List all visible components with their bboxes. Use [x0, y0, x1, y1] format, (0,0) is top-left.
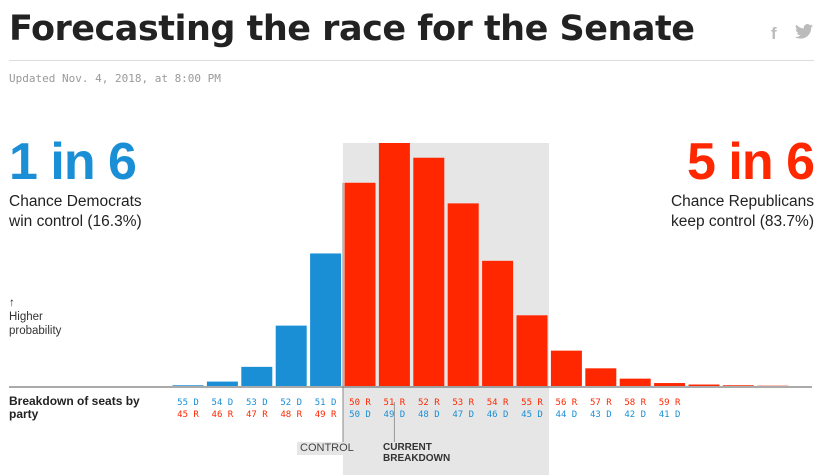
- tick-label-bottom-11: 44 D: [556, 410, 578, 420]
- probability-line1: Higher: [9, 311, 43, 323]
- tick-label-bottom-1: 46 R: [212, 410, 234, 420]
- current-label-line1: CURRENT: [383, 442, 432, 453]
- updated-timestamp: Updated Nov. 4, 2018, at 8:00 PM: [9, 72, 221, 85]
- control-label: CONTROL: [297, 442, 357, 455]
- current-breakdown-label: CURRENT BREAKDOWN: [383, 442, 450, 464]
- tick-label-top-6: 51 R: [384, 398, 406, 408]
- tick-label-bottom-14: 41 D: [659, 410, 681, 420]
- tick-label-top-8: 53 R: [452, 398, 474, 408]
- tick-label-top-1: 54 D: [212, 398, 234, 408]
- bar-50r-50d: [344, 182, 376, 386]
- tick-label-top-11: 56 R: [556, 398, 578, 408]
- breakdown-line1: Breakdown of seats by: [9, 394, 140, 408]
- tick-label-bottom-4: 49 R: [315, 410, 337, 420]
- tick-label-bottom-8: 47 D: [452, 410, 474, 420]
- rep-chance-line2: keep control (83.7%): [670, 213, 814, 230]
- header-divider: [9, 60, 814, 61]
- bar-58r-42d: [619, 378, 651, 386]
- bar-52d-48r: [275, 325, 307, 386]
- bar-54r-46d: [482, 260, 514, 386]
- bar-59r-41d: [654, 383, 686, 386]
- tick-label-top-14: 59 R: [659, 398, 681, 408]
- rep-chance-text: Chance Republicans keep control (83.7%): [671, 192, 814, 232]
- page-title: Forecasting the race for the Senate: [9, 9, 695, 49]
- dem-odds: 1 in 6: [9, 133, 137, 191]
- bar-60r-40d: [688, 384, 720, 386]
- bar-61r-39d: [722, 385, 754, 386]
- bar-51r-49d: [378, 143, 410, 386]
- tick-label-top-2: 53 D: [246, 398, 268, 408]
- bar-52r-48d: [413, 157, 445, 386]
- tick-label-bottom-9: 46 D: [487, 410, 509, 420]
- breakdown-label: Breakdown of seats by party: [9, 395, 140, 421]
- facebook-share-icon[interactable]: f: [771, 24, 777, 43]
- rep-odds: 5 in 6: [687, 133, 815, 191]
- tick-label-bottom-12: 43 D: [590, 410, 612, 420]
- tick-label-bottom-7: 48 D: [418, 410, 440, 420]
- breakdown-line2: party: [9, 407, 39, 421]
- dem-chance-line2: win control (16.3%): [9, 213, 142, 230]
- rep-chance-line1: Chance Republicans: [670, 193, 814, 210]
- tick-label-top-10: 55 R: [521, 398, 543, 408]
- tick-label-top-13: 58 R: [624, 398, 646, 408]
- tick-label-bottom-10: 45 D: [521, 410, 543, 420]
- bar-53d-47r: [241, 366, 273, 386]
- probability-line2: probability: [9, 325, 62, 337]
- tick-label-bottom-0: 45 R: [177, 410, 199, 420]
- bar-55r-45d: [516, 315, 548, 386]
- tick-label-bottom-13: 42 D: [624, 410, 646, 420]
- tick-label-bottom-2: 47 R: [246, 410, 268, 420]
- probability-axis-note: ↑ Higher probability: [9, 296, 61, 338]
- current-label-line2: BREAKDOWN: [383, 453, 451, 464]
- bar-55d-45r: [172, 385, 204, 386]
- tick-label-top-0: 55 D: [177, 398, 199, 408]
- tick-label-top-4: 51 D: [315, 398, 337, 408]
- bar-53r-47d: [447, 203, 479, 386]
- twitter-share-icon[interactable]: [795, 24, 813, 44]
- bar-51d-49r: [310, 253, 342, 386]
- bar-57r-43d: [585, 368, 617, 386]
- tick-label-top-7: 52 R: [418, 398, 440, 408]
- bar-54d-46r: [206, 381, 238, 386]
- tick-label-top-3: 52 D: [280, 398, 302, 408]
- tick-label-bottom-6: 49 D: [384, 410, 406, 420]
- tick-label-top-5: 50 R: [349, 398, 371, 408]
- dem-chance-line1: Chance Democrats: [9, 193, 142, 210]
- tick-label-bottom-3: 48 R: [280, 410, 302, 420]
- tick-label-top-12: 57 R: [590, 398, 612, 408]
- likely-range-band: [343, 143, 549, 475]
- tick-label-bottom-5: 50 D: [349, 410, 371, 420]
- up-arrow-icon: ↑: [9, 297, 15, 309]
- tick-label-top-9: 54 R: [487, 398, 509, 408]
- bar-56r-44d: [550, 350, 582, 386]
- dem-chance-text: Chance Democrats win control (16.3%): [9, 192, 142, 232]
